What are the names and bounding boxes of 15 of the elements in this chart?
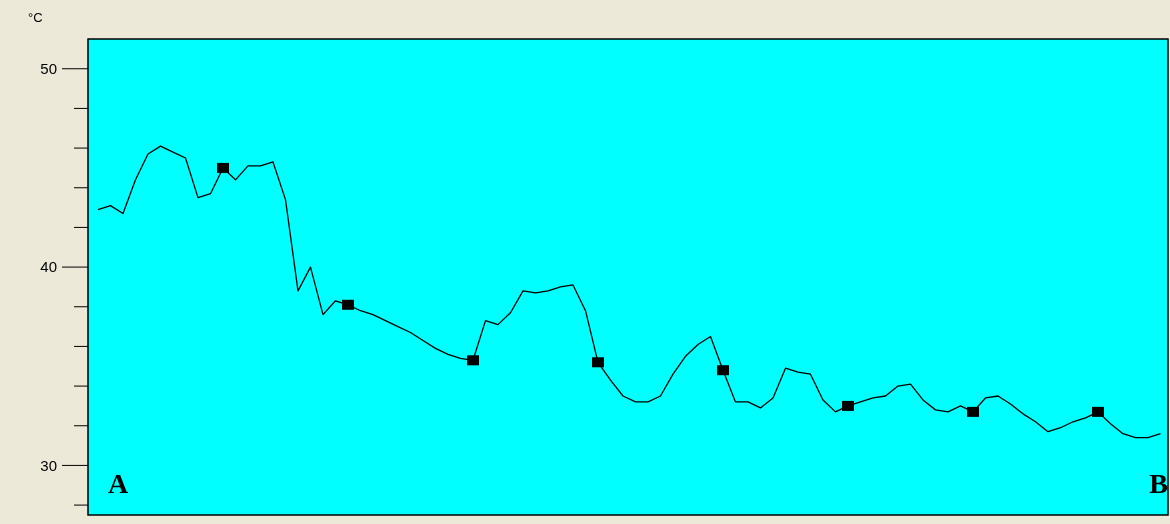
point [467,355,479,366]
point [842,400,854,411]
point [967,406,979,417]
y-axis-title: °C [28,10,43,25]
y-tick-label: 50 [40,60,57,77]
point [342,299,354,310]
point [717,365,729,376]
annotation: A [108,468,129,499]
y-tick-label: 40 [40,258,57,276]
point [1092,406,1104,417]
point [217,162,229,173]
line-series [97,145,1162,439]
point [592,357,604,368]
y-tick-label: 30 [40,456,57,474]
annotation: B [1149,468,1168,499]
